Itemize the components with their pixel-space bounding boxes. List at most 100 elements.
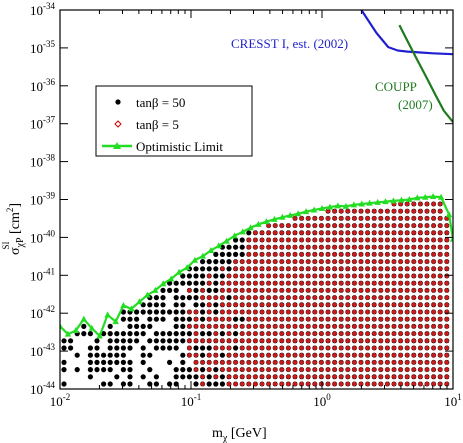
point-tanb50: [114, 345, 120, 351]
point-tanb5: [351, 215, 358, 222]
point-tanb5: [371, 316, 377, 322]
point-tanb5: [298, 345, 305, 351]
point-tanb5: [285, 237, 292, 243]
point-tanb50: [193, 302, 199, 308]
point-tanb5: [279, 359, 285, 366]
point-tanb5: [338, 316, 344, 322]
point-tanb5: [424, 251, 430, 258]
point-tanb5: [246, 338, 252, 344]
point-tanb5: [411, 316, 417, 322]
point-tanb5: [219, 338, 226, 344]
point-tanb5: [331, 309, 338, 315]
point-tanb5: [404, 309, 410, 315]
point-tanb5: [206, 323, 212, 330]
point-tanb5: [430, 316, 437, 322]
point-tanb5: [391, 208, 397, 214]
point-tanb5: [358, 222, 364, 229]
point-tanb5: [193, 309, 199, 315]
optimistic-limit-point: [382, 198, 389, 205]
point-tanb5: [424, 287, 430, 294]
point-tanb5: [193, 359, 199, 366]
y-tick-label: 10-36: [30, 77, 55, 94]
point-tanb5: [331, 215, 338, 222]
point-tanb50: [226, 244, 232, 250]
point-tanb5: [411, 309, 417, 315]
point-tanb5: [391, 266, 397, 272]
point-tanb5: [397, 352, 404, 358]
point-tanb5: [444, 323, 450, 330]
point-tanb5: [351, 230, 358, 236]
point-tanb5: [424, 374, 430, 380]
point-tanb5: [312, 266, 318, 272]
point-tanb5: [259, 338, 265, 344]
point-tanb5: [345, 208, 351, 214]
point-tanb5: [279, 251, 285, 258]
point-tanb5: [345, 251, 351, 258]
point-tanb5: [325, 302, 331, 308]
point-tanb50: [193, 345, 199, 351]
y-tick-label: 10-34: [30, 1, 55, 18]
point-tanb5: [298, 222, 305, 229]
point-tanb5: [371, 309, 377, 315]
point-tanb5: [358, 316, 364, 322]
point-tanb5: [351, 237, 358, 243]
point-tanb5: [358, 323, 364, 330]
point-tanb5: [345, 266, 351, 272]
point-tanb5: [252, 330, 259, 337]
point-tanb5: [206, 352, 212, 358]
point-tanb5: [213, 338, 219, 344]
point-tanb50: [127, 323, 133, 329]
point-tanb50: [167, 331, 173, 337]
point-tanb5: [298, 309, 305, 315]
point-tanb50: [120, 381, 126, 387]
optimistic-limit-point: [449, 235, 453, 242]
point-tanb5: [305, 338, 311, 344]
point-tanb50: [173, 287, 179, 293]
point-tanb5: [259, 287, 265, 294]
point-tanb5: [358, 266, 364, 272]
optimistic-limit-point: [287, 211, 294, 218]
optimistic-limit-point: [136, 298, 143, 305]
point-tanb5: [305, 309, 311, 315]
point-tanb50: [127, 345, 133, 351]
point-tanb5: [378, 366, 384, 373]
point-tanb50: [81, 323, 87, 329]
x-tick-label: 10-2: [50, 392, 71, 409]
point-tanb5: [239, 352, 245, 358]
point-tanb5: [312, 302, 318, 308]
point-tanb5: [404, 345, 410, 351]
point-tanb5: [351, 316, 358, 322]
point-tanb5: [312, 374, 318, 380]
point-tanb5: [345, 359, 351, 366]
point-tanb5: [397, 230, 404, 236]
point-tanb5: [259, 359, 265, 366]
point-tanb5: [424, 237, 430, 243]
x-tick-label: 101: [444, 392, 462, 409]
point-tanb5: [272, 230, 278, 236]
point-tanb5: [384, 330, 391, 337]
point-tanb50: [213, 273, 219, 279]
point-tanb5: [417, 222, 424, 229]
point-tanb5: [437, 201, 443, 207]
point-tanb5: [239, 280, 245, 286]
point-tanb5: [371, 294, 377, 301]
point-tanb5: [219, 302, 226, 308]
point-tanb5: [417, 374, 424, 380]
point-tanb50: [94, 338, 100, 344]
point-tanb5: [199, 338, 206, 344]
point-tanb5: [325, 352, 331, 358]
point-tanb5: [285, 294, 292, 301]
point-tanb5: [232, 359, 239, 366]
point-tanb50: [193, 287, 199, 293]
point-tanb5: [331, 258, 338, 265]
point-tanb5: [232, 381, 239, 387]
point-tanb5: [252, 323, 259, 330]
point-tanb5: [199, 294, 206, 301]
point-tanb5: [279, 352, 285, 358]
point-tanb5: [404, 222, 410, 229]
point-tanb5: [371, 208, 377, 214]
point-tanb5: [305, 374, 311, 380]
point-tanb5: [305, 323, 311, 330]
point-tanb5: [444, 222, 450, 229]
point-tanb5: [391, 222, 397, 229]
